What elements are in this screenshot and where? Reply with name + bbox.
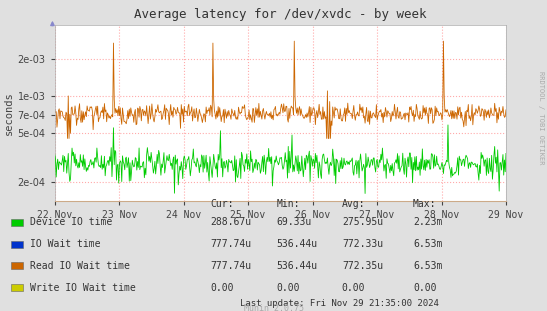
Text: 772.35u: 772.35u — [342, 261, 383, 271]
Text: 0.00: 0.00 — [211, 283, 234, 293]
Text: 6.53m: 6.53m — [413, 239, 443, 249]
Text: 6.53m: 6.53m — [413, 261, 443, 271]
Text: Munin 2.0.75: Munin 2.0.75 — [243, 304, 304, 311]
Title: Average latency for /dev/xvdc - by week: Average latency for /dev/xvdc - by week — [134, 8, 427, 21]
Text: 777.74u: 777.74u — [211, 239, 252, 249]
Text: Write IO Wait time: Write IO Wait time — [30, 283, 135, 293]
Text: 0.00: 0.00 — [276, 283, 300, 293]
Text: RRDTOOL / TOBI OETIKER: RRDTOOL / TOBI OETIKER — [538, 72, 544, 165]
Text: Max:: Max: — [413, 199, 437, 209]
Text: Avg:: Avg: — [342, 199, 365, 209]
Text: IO Wait time: IO Wait time — [30, 239, 100, 249]
Text: Last update: Fri Nov 29 21:35:00 2024: Last update: Fri Nov 29 21:35:00 2024 — [240, 299, 439, 308]
Y-axis label: seconds: seconds — [3, 91, 14, 135]
Text: 275.95u: 275.95u — [342, 217, 383, 227]
Text: 536.44u: 536.44u — [276, 239, 317, 249]
Text: Cur:: Cur: — [211, 199, 234, 209]
Text: Read IO Wait time: Read IO Wait time — [30, 261, 130, 271]
Text: 0.00: 0.00 — [413, 283, 437, 293]
Text: Device IO time: Device IO time — [30, 217, 112, 227]
Text: 2.23m: 2.23m — [413, 217, 443, 227]
Text: 0.00: 0.00 — [342, 283, 365, 293]
Text: 777.74u: 777.74u — [211, 261, 252, 271]
Text: 288.67u: 288.67u — [211, 217, 252, 227]
Text: 536.44u: 536.44u — [276, 261, 317, 271]
Text: 772.33u: 772.33u — [342, 239, 383, 249]
Text: Min:: Min: — [276, 199, 300, 209]
Text: 69.33u: 69.33u — [276, 217, 311, 227]
